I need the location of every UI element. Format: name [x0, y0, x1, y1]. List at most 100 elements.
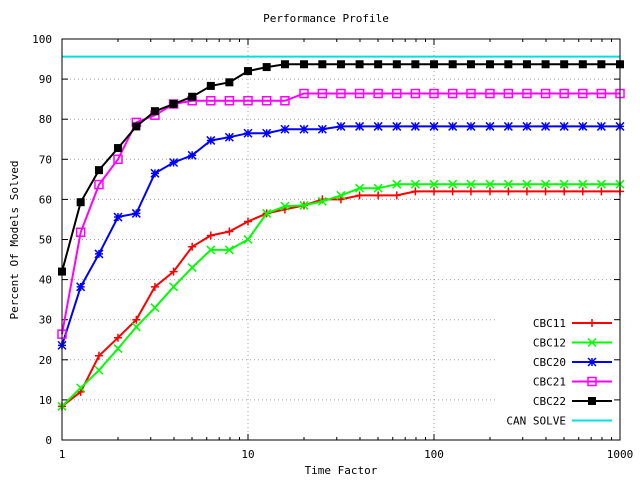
data-point: [150, 303, 160, 313]
data-point: [76, 383, 86, 393]
data-point: [262, 128, 272, 138]
data-point: [299, 124, 309, 134]
data-point: [317, 196, 327, 206]
x-tick-label: 10: [241, 448, 254, 461]
data-point: [336, 190, 346, 200]
data-point: [317, 124, 327, 134]
legend-label: CBC12: [533, 337, 566, 350]
data-point: [225, 78, 234, 87]
x-axis-label: Time Factor: [305, 464, 378, 477]
data-point: [113, 154, 123, 165]
legend-label: CBC21: [533, 376, 566, 389]
data-point: [280, 60, 289, 69]
data-point: [503, 88, 514, 99]
data-point: [541, 187, 550, 196]
data-point: [522, 179, 532, 189]
data-point: [559, 179, 569, 189]
data-point: [169, 157, 179, 168]
data-point: [448, 187, 457, 196]
data-point: [522, 187, 531, 196]
data-point: [243, 128, 253, 138]
data-point: [299, 88, 309, 99]
data-point: [224, 96, 235, 106]
data-point: [392, 179, 402, 189]
data-point: [243, 96, 253, 106]
data-point: [578, 60, 587, 69]
data-point: [94, 365, 104, 375]
data-point: [560, 60, 569, 69]
y-tick-label: 60: [39, 193, 52, 206]
data-point: [410, 121, 420, 131]
data-point: [429, 121, 439, 131]
data-point: [541, 60, 550, 69]
legend-marker: [587, 357, 597, 367]
series-line: [61, 92, 620, 335]
data-point: [206, 231, 215, 240]
data-point: [336, 121, 346, 131]
data-point: [113, 144, 122, 153]
data-point: [541, 121, 551, 131]
data-point: [392, 60, 401, 69]
data-point: [280, 96, 290, 106]
data-point: [559, 121, 569, 131]
data-point: [429, 179, 439, 189]
data-point: [188, 92, 197, 101]
legend-marker: [587, 337, 597, 348]
data-point: [503, 179, 513, 189]
y-tick-label: 20: [39, 354, 52, 367]
x-tick-label: 1000: [607, 448, 634, 461]
data-point: [485, 121, 495, 131]
data-point: [94, 179, 104, 190]
data-point: [597, 187, 606, 196]
data-point: [504, 187, 513, 196]
data-point: [188, 242, 197, 251]
data-point: [150, 168, 160, 178]
legend-label: CBC20: [533, 356, 566, 369]
y-tick-label: 10: [39, 394, 52, 407]
series-cbc22: [58, 60, 624, 276]
data-point: [131, 208, 141, 218]
data-point: [224, 245, 234, 255]
data-point: [243, 234, 253, 245]
data-point: [392, 121, 402, 131]
data-point: [261, 96, 272, 106]
data-point: [94, 166, 103, 175]
data-point: [374, 60, 383, 69]
data-point: [485, 88, 495, 99]
data-point: [448, 121, 458, 131]
y-tick-label: 0: [45, 434, 52, 447]
data-point: [374, 191, 383, 200]
data-point: [131, 322, 141, 332]
data-point: [336, 88, 346, 99]
data-point: [150, 107, 159, 116]
data-point: [559, 88, 569, 99]
data-point: [187, 263, 197, 273]
data-point: [113, 344, 123, 354]
data-point: [317, 88, 328, 99]
chart-title: Performance Profile: [263, 12, 389, 25]
data-point: [150, 282, 159, 291]
data-point: [318, 60, 327, 69]
data-point: [169, 267, 178, 276]
data-point: [578, 121, 588, 131]
data-point: [355, 191, 364, 200]
data-point: [132, 315, 141, 324]
data-point: [187, 150, 197, 160]
data-series: [57, 55, 625, 411]
data-point: [94, 351, 103, 360]
legend-marker: [587, 376, 597, 387]
data-point: [596, 121, 606, 131]
legend: CBC11 CBC12 CBC20 CBC21 CBC22 CAN SOLVE: [506, 317, 612, 428]
data-point: [299, 60, 308, 69]
data-point: [336, 60, 345, 69]
series-line: [61, 190, 620, 408]
data-point: [224, 132, 234, 142]
data-point: [206, 96, 216, 106]
data-point: [522, 60, 531, 69]
data-point: [522, 121, 532, 131]
y-tick-label: 30: [39, 314, 52, 327]
y-tick-label: 40: [39, 274, 52, 287]
series-line: [61, 125, 620, 346]
